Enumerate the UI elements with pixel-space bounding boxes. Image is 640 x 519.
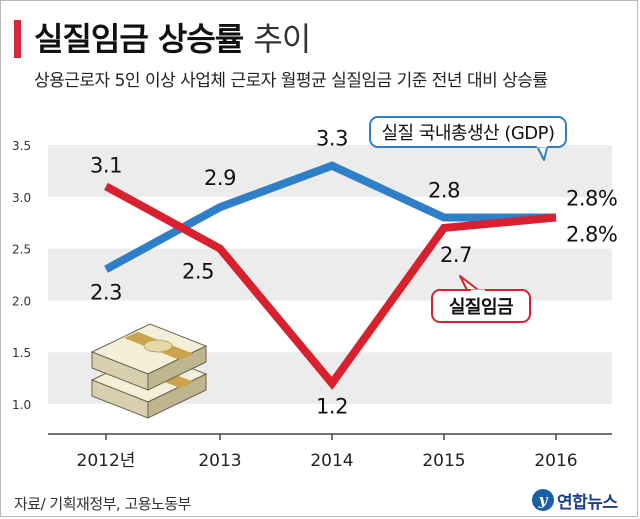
gdp-data-label: 3.3: [316, 127, 348, 151]
gdp-data-label: 2.8: [428, 179, 460, 203]
x-axis: 2012년 2013 2014 2015 2016: [48, 433, 612, 471]
x-tick-label: 2014: [310, 451, 353, 471]
chart-title: 실질임금 상승률 추이: [34, 14, 311, 60]
money-bundle-icon: [90, 323, 208, 419]
logo-text: 연합뉴스: [557, 492, 618, 513]
wage-data-label: 2.5: [182, 260, 214, 284]
gdp-legend-callout: 실질 국내총생산 (GDP): [369, 116, 567, 161]
grid-band: [48, 145, 612, 197]
y-tick-label: 1.5: [12, 346, 31, 360]
y-tick-label: 2.0: [12, 294, 31, 308]
y-tick-label: 3.5: [12, 139, 31, 153]
x-tick-label: 2016: [534, 451, 577, 471]
gdp-data-label: 2.3: [90, 280, 122, 304]
y-axis-ticks: 1.0 1.5 2.0 2.5 3.0 3.5: [12, 139, 31, 412]
y-tick-label: 2.5: [12, 243, 31, 257]
title-accent-bar: [14, 20, 21, 58]
yonhap-logo: y 연합뉴스: [532, 487, 618, 513]
wage-legend-callout: 실질임금: [431, 275, 531, 323]
gdp-data-label: 2.8%: [566, 187, 617, 211]
wage-data-label: 2.7: [440, 243, 472, 267]
wage-data-label: 2.8%: [566, 223, 617, 247]
title-light: 추이: [253, 20, 311, 58]
y-tick-label: 1.0: [12, 398, 31, 412]
legend-wage: 실질임금: [449, 297, 513, 318]
logo-mark-icon: y: [532, 489, 554, 511]
x-tick-label: 2015: [422, 451, 465, 471]
legend-gdp: 실질 국내총생산 (GDP): [381, 123, 554, 144]
chart-subtitle: 상용근로자 5인 이상 사업체 근로자 월평균 실질임금 기준 전년 대비 상승…: [34, 71, 548, 91]
gdp-data-label: 2.9: [204, 166, 236, 190]
wage-line: [104, 182, 557, 390]
title-main: 실질임금 상승률: [34, 20, 244, 58]
x-tick-label: 2012년: [77, 451, 136, 471]
source-note: 자료/ 기획재정부, 고용노동부: [14, 495, 191, 513]
y-tick-label: 3.0: [12, 191, 31, 205]
x-tick-label: 2013: [198, 451, 241, 471]
wage-data-label: 3.1: [90, 153, 122, 177]
wage-data-label: 1.2: [316, 394, 348, 418]
